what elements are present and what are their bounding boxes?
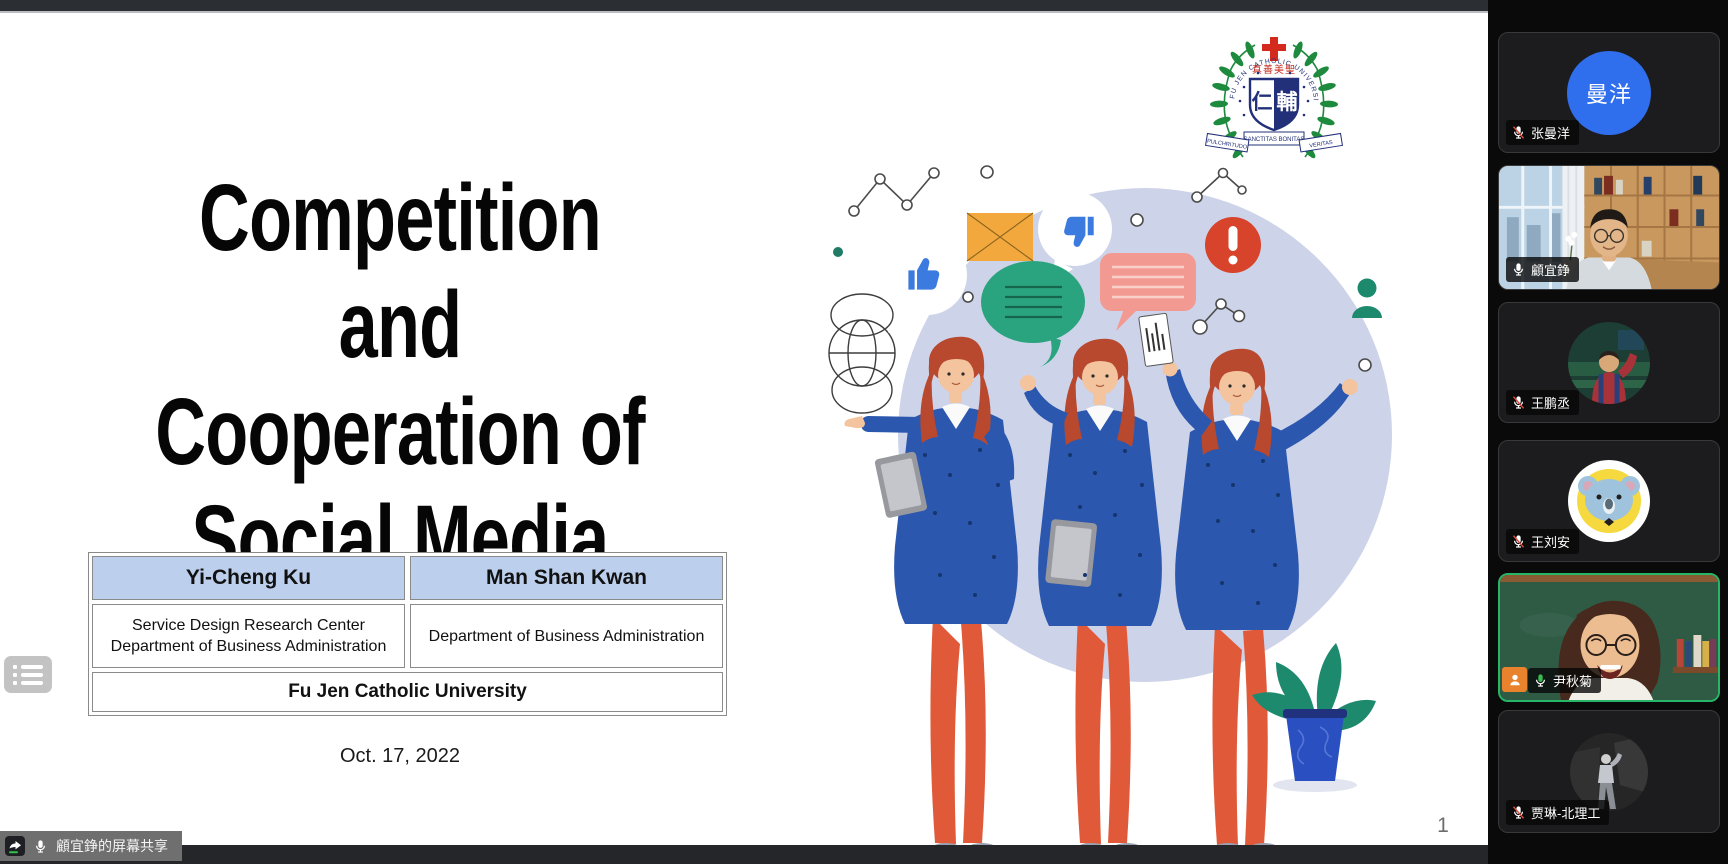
chat-bubble-pink-icon: [1100, 253, 1196, 331]
svg-text:VERITAS: VERITAS: [1309, 140, 1333, 150]
potted-plant-icon: [1252, 643, 1376, 792]
participant-tile-speaking[interactable]: 尹秋菊: [1498, 573, 1720, 702]
mic-on-icon: [1513, 263, 1524, 276]
globe-wireframe-icon: [828, 293, 896, 414]
host-badge-icon: [1502, 667, 1527, 692]
cross-icon: [1262, 37, 1286, 61]
screen-share-banner-label: 顧宜錚的屏幕共享: [56, 838, 168, 854]
participant-tile[interactable]: 王刘安: [1498, 440, 1720, 562]
slide-title-line2: Cooperation of: [155, 379, 645, 485]
mic-muted-icon: [1512, 396, 1525, 409]
nameplate: 王刘安: [1506, 529, 1580, 554]
thumbs-up-bubble-icon: [887, 235, 967, 333]
social-media-illustration: [828, 165, 1392, 845]
list-icon: [13, 664, 52, 669]
nameplate: 王鹏丞: [1506, 390, 1580, 415]
shield-char-right: 輔: [1277, 90, 1298, 114]
screen-share-surface: Competition and Cooperation of Social Me…: [0, 0, 1488, 864]
person-icon: [1352, 278, 1382, 318]
participant-name: 尹秋菊: [1553, 674, 1593, 689]
svg-text:SANCTITAS BONITAS: SANCTITAS BONITAS: [1244, 137, 1305, 143]
author-name-2: Man Shan Kwan: [410, 556, 723, 600]
participant-name: 顧宜錚: [1531, 263, 1571, 278]
exclamation-icon: [1205, 217, 1261, 273]
logo-ribbon: SANCTITAS BONITAS PULCHRITUDO VERITAS: [1205, 131, 1343, 153]
authors-table: Yi-Cheng Ku Man Shan Kwan Service Design…: [88, 552, 727, 716]
author-affiliation-1: Service Design Research Center Departmen…: [92, 604, 405, 668]
author-name-1: Yi-Cheng Ku: [92, 556, 405, 600]
logo-motto: 真善美聖: [1252, 63, 1296, 76]
mic-active-icon: [1535, 674, 1546, 687]
participants-sidebar: 曼洋 张曼洋: [1488, 0, 1728, 864]
share-bottom-bar: [0, 845, 1488, 864]
avatar: [1568, 460, 1650, 542]
woman-figure: [844, 336, 1018, 845]
participant-tile[interactable]: 曼洋 张曼洋: [1498, 32, 1720, 153]
shield-char-left: 仁: [1252, 90, 1273, 114]
share-top-bar: [0, 0, 1488, 13]
university-name: Fu Jen Catholic University: [92, 672, 723, 712]
envelope-icon: [966, 212, 1034, 262]
nameplate: 贾琳-北理工: [1506, 800, 1610, 825]
avatar: 曼洋: [1567, 50, 1651, 135]
participant-name: 贾琳-北理工: [1531, 806, 1601, 821]
participant-tile[interactable]: 贾琳-北理工: [1498, 710, 1720, 833]
presentation-slide: Competition and Cooperation of Social Me…: [0, 15, 1488, 845]
mic-on-icon: [35, 839, 46, 853]
screen-share-icon: [5, 836, 25, 856]
avatar: [1568, 321, 1650, 404]
slide-page-number: 1: [1437, 814, 1449, 837]
participant-tile[interactable]: 王鹏丞: [1498, 302, 1720, 423]
mic-muted-icon: [1512, 806, 1525, 819]
university-logo: 真善美聖 FU JEN CATHOLIC UNIVERSITY 仁 輔 SAN: [1203, 37, 1343, 161]
doodle-network-icons: [848, 165, 1372, 372]
nameplate: 尹秋菊: [1528, 668, 1602, 693]
participant-name: 王鹏丞: [1531, 396, 1571, 411]
screen-share-banner[interactable]: 顧宜錚的屏幕共享: [0, 831, 182, 861]
sidebar-toggle-button[interactable]: [4, 656, 52, 693]
woman-figure: [1020, 338, 1162, 845]
nameplate: 顧宜錚: [1506, 257, 1580, 282]
mic-muted-icon: [1512, 126, 1525, 139]
participant-tile[interactable]: 顧宜錚: [1498, 165, 1720, 290]
mic-muted-icon: [1512, 535, 1525, 548]
participant-name: 王刘安: [1531, 535, 1571, 550]
slide-date: Oct. 17, 2022: [339, 745, 461, 767]
author-affiliation-2: Department of Business Administration: [410, 604, 723, 668]
slide-title: Competition and Cooperation of Social Me…: [148, 165, 651, 593]
participant-name: 张曼洋: [1531, 126, 1571, 141]
chat-bubble-teal-icon: [981, 261, 1085, 367]
woman-figure: [1138, 312, 1358, 845]
slide-title-line1: Competition and: [199, 165, 602, 378]
nameplate: 张曼洋: [1506, 120, 1580, 145]
avatar: [1570, 732, 1648, 811]
